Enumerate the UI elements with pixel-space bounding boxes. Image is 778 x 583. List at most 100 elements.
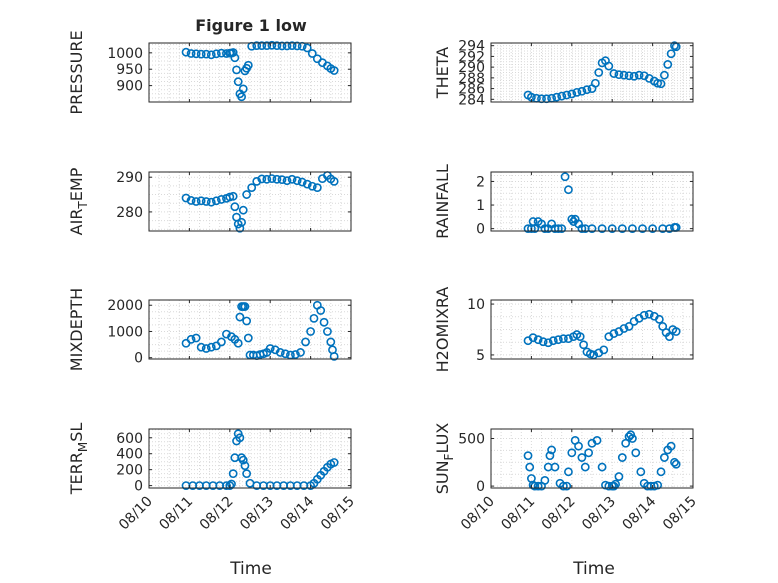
data-point bbox=[326, 337, 336, 347]
data-point bbox=[206, 50, 216, 60]
data-point bbox=[562, 90, 572, 100]
y-tick-label: 0 bbox=[134, 351, 143, 367]
x-tick-label: 08/13 bbox=[237, 494, 277, 534]
data-point bbox=[671, 459, 681, 469]
axes-box bbox=[490, 428, 694, 489]
data-point bbox=[540, 224, 550, 234]
data-point bbox=[545, 451, 555, 461]
axes-box bbox=[148, 299, 352, 360]
data-point bbox=[201, 49, 211, 59]
data-point bbox=[238, 455, 248, 465]
data-point bbox=[644, 309, 654, 319]
y-tick-label: 900 bbox=[116, 79, 143, 95]
x-tick-label: 08/11 bbox=[156, 494, 196, 534]
subplot-air_temp: 280 290 AIRTEMP bbox=[67, 167, 352, 235]
data-point bbox=[329, 351, 339, 361]
data-point bbox=[196, 196, 206, 206]
data-point bbox=[240, 461, 250, 471]
data-point bbox=[238, 84, 248, 94]
data-point bbox=[575, 332, 585, 342]
data-point bbox=[638, 224, 647, 234]
x-tick-label: 08/14 bbox=[278, 493, 318, 533]
data-point bbox=[604, 61, 614, 71]
y-tick-label: 280 bbox=[116, 205, 143, 221]
data-point bbox=[201, 344, 211, 353]
data-point bbox=[232, 65, 241, 75]
axes-box bbox=[148, 428, 352, 489]
data-point bbox=[525, 462, 535, 472]
y-tick-label: 290 bbox=[116, 170, 143, 186]
data-point bbox=[242, 469, 252, 479]
data-point bbox=[587, 224, 597, 234]
data-point bbox=[548, 336, 558, 346]
data-point bbox=[296, 348, 305, 357]
data-point bbox=[235, 312, 245, 322]
x-tick-label: 08/15 bbox=[318, 494, 358, 534]
x-tick-label: 08/14 bbox=[620, 493, 660, 533]
x-tick-label: 08/10 bbox=[116, 494, 156, 534]
data-point bbox=[272, 174, 282, 184]
data-point bbox=[216, 195, 226, 204]
x-tick-label: 08/11 bbox=[498, 494, 538, 534]
data-point bbox=[235, 433, 245, 443]
data-point bbox=[282, 176, 292, 186]
data-point bbox=[252, 176, 262, 186]
axes-box bbox=[490, 42, 694, 103]
y-tick-label: 1000 bbox=[107, 324, 143, 340]
data-point bbox=[240, 302, 250, 311]
data-point bbox=[567, 89, 577, 99]
data-point bbox=[617, 453, 627, 462]
subplot-rainfall: 0 1 2 RAINFALL bbox=[433, 164, 694, 239]
data-point bbox=[594, 68, 604, 77]
data-point bbox=[323, 327, 332, 336]
data-point bbox=[282, 41, 292, 51]
subplot-sun_flux: 0 500 08/10 08/11 08/12 08/13 08/14 08/15 SUNFLU… bbox=[433, 423, 700, 534]
data-point bbox=[242, 190, 252, 199]
data-point bbox=[216, 48, 226, 58]
data-point bbox=[287, 174, 297, 184]
data-point bbox=[628, 224, 637, 234]
y-tick-label: 200 bbox=[116, 463, 143, 479]
axes-box bbox=[490, 299, 694, 360]
data-point bbox=[292, 176, 302, 186]
data-point bbox=[607, 224, 617, 234]
data-point bbox=[609, 329, 619, 338]
data-point bbox=[564, 334, 573, 344]
y-tick-label: 0 bbox=[134, 479, 143, 495]
data-point bbox=[656, 467, 666, 477]
data-point bbox=[634, 70, 644, 80]
y-axis-label: RAINFALL bbox=[433, 164, 452, 239]
y-tick-label: 10 bbox=[467, 297, 485, 313]
data-point bbox=[553, 335, 563, 345]
data-point bbox=[560, 172, 570, 182]
y-tick-label: 0 bbox=[476, 479, 485, 495]
data-point bbox=[206, 342, 216, 352]
y-axis-label: THETA bbox=[433, 47, 452, 99]
data-point bbox=[225, 481, 235, 491]
data-point bbox=[302, 179, 312, 189]
data-point bbox=[316, 306, 326, 315]
data-point bbox=[639, 310, 649, 320]
data-point bbox=[631, 448, 641, 458]
data-point bbox=[663, 60, 673, 69]
data-point bbox=[557, 224, 567, 234]
data-point bbox=[533, 335, 543, 345]
y-tick-label: 400 bbox=[116, 447, 143, 463]
data-point bbox=[247, 183, 257, 193]
y-tick-label: 1 bbox=[476, 198, 485, 214]
data-point bbox=[599, 345, 609, 355]
data-point bbox=[648, 224, 657, 234]
data-point bbox=[564, 467, 573, 477]
data-point bbox=[629, 71, 639, 81]
data-point bbox=[191, 197, 201, 206]
data-point bbox=[228, 469, 238, 479]
x-axis-label-left: Time bbox=[229, 559, 272, 579]
data-point bbox=[572, 87, 582, 97]
data-point bbox=[329, 458, 339, 467]
y-tick-label: 292 bbox=[458, 49, 485, 65]
data-point bbox=[564, 185, 573, 195]
data-point bbox=[186, 334, 196, 344]
data-point bbox=[621, 438, 631, 448]
data-point bbox=[590, 78, 600, 88]
